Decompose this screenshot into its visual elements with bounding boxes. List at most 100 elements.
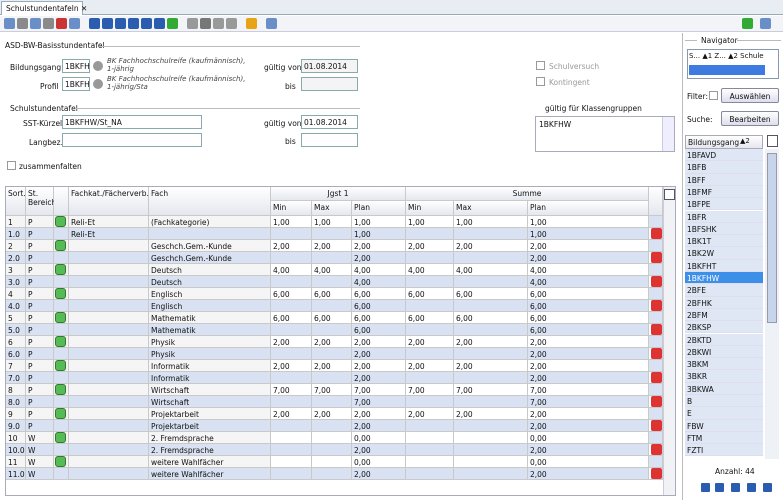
list-item[interactable]: 1BK2W xyxy=(685,247,763,260)
list-item[interactable]: 2BKWI xyxy=(685,345,763,359)
date-input[interactable]: 01.08.2014 xyxy=(301,59,358,73)
table-row[interactable]: 10.0 W 2. Fremdsprache 2,00 2,00 xyxy=(6,444,663,456)
add-button[interactable] xyxy=(55,312,66,323)
icon[interactable] xyxy=(93,79,103,89)
table-row[interactable]: 6 P Physik 2,00 2,00 2,00 2,00 2,00 2,00 xyxy=(6,336,663,348)
list-item[interactable]: 3BKM xyxy=(685,358,763,371)
list-item[interactable]: B xyxy=(685,395,763,408)
toolbar-button[interactable] xyxy=(200,18,211,29)
add-button[interactable] xyxy=(55,432,66,443)
nav-button[interactable] xyxy=(763,483,772,492)
delete-button[interactable] xyxy=(651,228,662,239)
delete-button[interactable] xyxy=(651,372,662,383)
delete-button[interactable] xyxy=(651,468,662,479)
delete-button[interactable] xyxy=(651,396,662,407)
list-item[interactable]: 2BFM xyxy=(685,308,763,322)
toolbar-button[interactable] xyxy=(266,18,277,29)
toolbar-button[interactable] xyxy=(246,18,257,29)
nav-button[interactable] xyxy=(701,483,710,492)
date-input[interactable] xyxy=(301,77,358,91)
table-row[interactable]: 4 P Englisch 6,00 6,00 6,00 6,00 6,00 6,00 xyxy=(6,288,663,300)
list-item[interactable]: FZTI xyxy=(685,444,763,457)
delete-button[interactable] xyxy=(651,324,662,335)
checkbox[interactable] xyxy=(709,91,718,100)
date-input[interactable] xyxy=(301,133,358,147)
add-button[interactable] xyxy=(55,240,66,251)
sort-row[interactable] xyxy=(689,65,765,75)
toolbar-button[interactable] xyxy=(187,18,198,29)
toolbar-button[interactable] xyxy=(43,18,54,29)
table-row[interactable]: 6.0 P Physik 2,00 2,00 xyxy=(6,348,663,360)
table-row[interactable]: 8.0 P Wirtschaft 7,00 7,00 xyxy=(6,396,663,408)
add-button[interactable] xyxy=(55,384,66,395)
toolbar-button[interactable] xyxy=(102,18,113,29)
input[interactable]: 1BKFH' xyxy=(62,77,90,91)
list-item[interactable]: 1BFF xyxy=(685,173,763,186)
toolbar-button[interactable] xyxy=(213,18,224,29)
input[interactable] xyxy=(62,133,202,147)
scroll-button[interactable] xyxy=(767,135,778,147)
delete-button[interactable] xyxy=(651,420,662,431)
list-item[interactable]: 1BFPE xyxy=(685,198,763,211)
button[interactable]: Auswählen xyxy=(721,88,779,103)
table-row[interactable]: 8 P Wirtschaft 7,00 7,00 7,00 7,00 7,00 7,00 xyxy=(6,384,663,396)
table-row[interactable]: 7 P Informatik 2,00 2,00 2,00 2,00 2,00 2,00 xyxy=(6,360,663,372)
list-item[interactable]: 2BKTD xyxy=(685,333,763,346)
nav-button[interactable] xyxy=(747,483,756,492)
toolbar-button[interactable] xyxy=(742,18,753,29)
delete-button[interactable] xyxy=(651,276,662,287)
add-button[interactable] xyxy=(55,360,66,371)
table-row[interactable]: 3 P Deutsch 4,00 4,00 4,00 4,00 4,00 4,00 xyxy=(6,264,663,276)
table-row[interactable]: 9 P Projektarbeit 2,00 2,00 2,00 2,00 2,00 2,00 xyxy=(6,408,663,420)
list-item[interactable]: 1BFMF xyxy=(685,185,763,199)
scroll-button[interactable] xyxy=(664,189,675,200)
table-row[interactable]: 4.0 P Englisch 6,00 6,00 xyxy=(6,300,663,312)
table-row[interactable]: 2 P Geschch.Gem.-Kunde 2,00 2,00 2,00 2,00 2,00… xyxy=(6,240,663,252)
list-item[interactable]: 2BFHK xyxy=(685,296,763,309)
nav-button[interactable] xyxy=(731,483,740,492)
list-item[interactable]: 1BFAVD xyxy=(685,149,763,162)
delete-button[interactable] xyxy=(651,252,662,263)
toolbar-button[interactable] xyxy=(30,18,41,29)
list-item[interactable]: 1BK1T xyxy=(685,235,763,248)
delete-button[interactable] xyxy=(651,348,662,359)
checkbox[interactable] xyxy=(536,77,545,86)
delete-button[interactable] xyxy=(651,444,662,455)
input[interactable]: 1BKFHW/St_NA xyxy=(62,115,202,129)
checkbox[interactable] xyxy=(536,61,545,70)
table-row[interactable]: 2.0 P Geschch.Gem.-Kunde 2,00 2,00 xyxy=(6,252,663,264)
list-item[interactable]: 3BKWA xyxy=(685,382,763,395)
toolbar-button[interactable] xyxy=(760,18,771,29)
toolbar-button[interactable] xyxy=(4,18,15,29)
tab[interactable]: Schulstundentafeln ✕ xyxy=(1,1,87,15)
scroll-thumb[interactable] xyxy=(767,153,777,323)
table-row[interactable]: 5 P Mathematik 6,00 6,00 6,00 6,00 6,00 6,00 xyxy=(6,312,663,324)
date-input[interactable]: 01.08.2014 xyxy=(301,115,358,129)
list-item[interactable]: FBW xyxy=(685,419,763,432)
list-item[interactable]: E xyxy=(685,407,763,420)
add-button[interactable] xyxy=(55,408,66,419)
add-button[interactable] xyxy=(55,216,66,227)
table-row[interactable]: 10 W 2. Fremdsprache 0,00 0,00 xyxy=(6,432,663,444)
list-item[interactable]: FTM xyxy=(685,431,763,445)
add-button[interactable] xyxy=(55,456,66,467)
list-item[interactable]: 1BKFHW xyxy=(685,272,763,285)
toolbar-button[interactable] xyxy=(17,18,28,29)
list-item[interactable]: 1BFSHK xyxy=(685,222,763,236)
toolbar-button[interactable] xyxy=(154,18,165,29)
nav-button[interactable] xyxy=(715,483,724,492)
table-row[interactable]: 9.0 P Projektarbeit 2,00 2,00 xyxy=(6,420,663,432)
add-button[interactable] xyxy=(55,264,66,275)
list-item[interactable]: 1BFB xyxy=(685,161,763,174)
toolbar-button[interactable] xyxy=(115,18,126,29)
toolbar-button[interactable] xyxy=(226,18,237,29)
list-item[interactable]: 2BFE xyxy=(685,284,763,297)
table-row[interactable]: 1.0 P Reli-Et 1,00 1,00 xyxy=(6,228,663,240)
checkbox[interactable] xyxy=(7,161,16,170)
toolbar-button[interactable] xyxy=(56,18,67,29)
toolbar-button[interactable] xyxy=(89,18,100,29)
list-item[interactable]: 3BKR xyxy=(685,370,763,383)
table-row[interactable]: 3.0 P Deutsch 4,00 4,00 xyxy=(6,276,663,288)
